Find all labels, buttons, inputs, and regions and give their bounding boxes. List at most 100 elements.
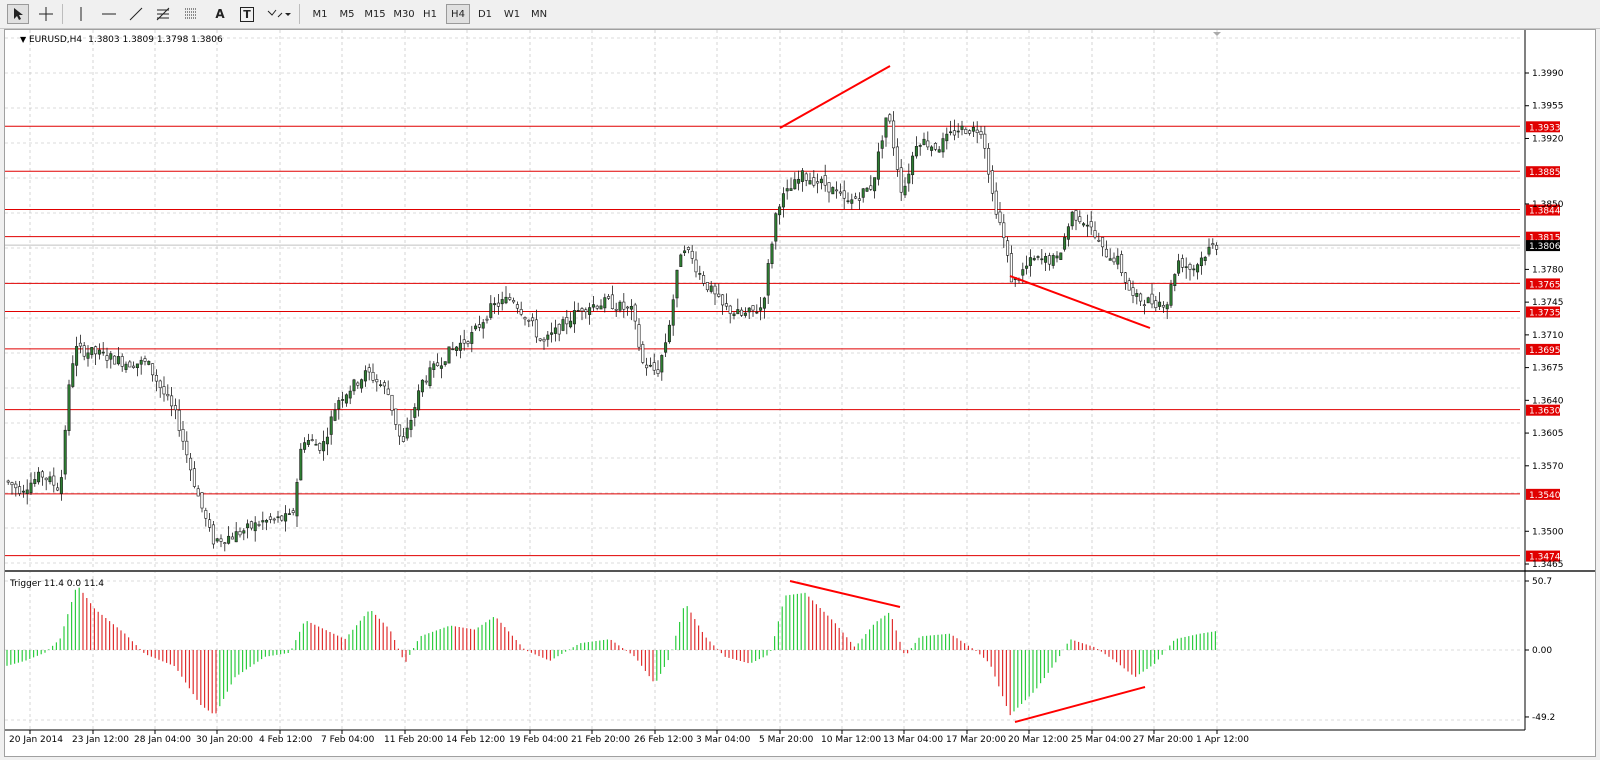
time-tick-label: 30 Jan 20:00 — [196, 735, 253, 745]
timeframe-button-h1[interactable]: H1 — [423, 8, 437, 20]
candle — [227, 526, 231, 545]
time-tick-label: 27 Mar 20:00 — [1133, 735, 1193, 745]
sr-level-tag — [1526, 488, 1560, 500]
candle — [907, 163, 911, 192]
candle — [246, 519, 250, 539]
candle — [869, 175, 873, 191]
candle — [553, 319, 557, 342]
sr-level-label: 1.3885 — [1529, 168, 1561, 178]
candle — [789, 177, 793, 191]
candle — [694, 251, 698, 278]
vertical-line-button[interactable] — [70, 4, 92, 24]
candle — [854, 192, 858, 200]
candle — [135, 363, 139, 377]
candle — [177, 399, 181, 437]
candle — [363, 365, 367, 387]
candle — [1070, 210, 1074, 230]
candle — [29, 472, 33, 495]
crosshair-tool-button[interactable] — [35, 4, 57, 24]
candle — [424, 375, 428, 385]
candle — [975, 121, 979, 144]
symbol-label: EURUSD,H4 1.3803 1.3809 1.3798 1.3806 — [29, 35, 223, 45]
chart-window[interactable]: 1.3933 1.3885 1.3844 1.3815 1.3765 1.3735 1.36… — [4, 29, 1596, 757]
candle — [1203, 255, 1207, 266]
arrows-dropdown-button[interactable] — [264, 4, 294, 24]
divergence-trendline[interactable] — [789, 580, 901, 608]
timeframe-button-m15[interactable]: M15 — [364, 8, 386, 20]
candle — [865, 186, 869, 193]
timeframe-button-mn[interactable]: MN — [530, 8, 548, 20]
candle — [964, 127, 968, 135]
candle — [664, 333, 668, 357]
candle — [204, 507, 208, 527]
timeframe-button-h4[interactable]: H4 — [446, 4, 470, 24]
fibonacci-fan-button[interactable] — [181, 4, 203, 24]
candle — [542, 337, 546, 350]
current-price-label: 1.3806 — [1529, 242, 1561, 252]
candle — [379, 379, 383, 388]
candle — [1108, 248, 1112, 261]
candle — [360, 378, 364, 393]
candle — [671, 294, 675, 336]
candle — [200, 492, 204, 513]
horizontal-line-icon — [102, 13, 116, 15]
timeframe-button-m5[interactable]: M5 — [339, 8, 355, 20]
candle — [1028, 249, 1032, 277]
candle — [903, 177, 907, 199]
candle — [690, 245, 694, 264]
candle — [595, 304, 599, 311]
timeframe-button-d1[interactable]: D1 — [477, 8, 493, 20]
candle — [645, 357, 649, 376]
timeframe-button-m30[interactable]: M30 — [393, 8, 415, 20]
candle — [941, 132, 945, 158]
candle — [116, 346, 120, 366]
divergence-trendline[interactable] — [779, 65, 891, 129]
candle — [994, 182, 998, 219]
candle — [793, 172, 797, 190]
candle — [1165, 301, 1169, 320]
candle — [724, 293, 728, 311]
candle — [679, 253, 683, 267]
candle — [318, 442, 322, 454]
candle — [778, 203, 782, 225]
shift-marker-icon[interactable] — [1213, 32, 1221, 36]
candle — [439, 357, 443, 379]
candle — [367, 363, 371, 381]
candle — [812, 170, 816, 188]
collapse-arrow-icon[interactable]: ▼ — [20, 35, 27, 44]
candle — [876, 142, 880, 186]
candle — [933, 142, 937, 152]
candle — [557, 323, 561, 342]
sr-level-label: 1.3815 — [1529, 234, 1561, 244]
candle — [52, 467, 56, 493]
divergence-trendline[interactable] — [1014, 686, 1146, 723]
candle — [1127, 277, 1131, 291]
trendline-button[interactable] — [125, 4, 147, 24]
candle — [599, 299, 603, 310]
candle — [291, 507, 295, 516]
candle — [629, 299, 633, 321]
candles — [6, 111, 1219, 552]
candle — [249, 520, 253, 531]
text-tool-button[interactable]: A — [209, 4, 231, 24]
candle — [470, 325, 474, 353]
candle — [280, 514, 284, 522]
cursor-tool-button[interactable] — [7, 4, 29, 24]
candle — [800, 168, 804, 192]
candle — [333, 403, 337, 422]
timeframe-button-w1[interactable]: W1 — [503, 8, 521, 20]
candle — [561, 316, 565, 332]
candle — [732, 311, 736, 320]
label-tool-button[interactable]: T — [236, 4, 258, 24]
timeframe-button-m1[interactable]: M1 — [312, 8, 328, 20]
candle — [436, 353, 440, 367]
price-tick-label: 1.3570 — [1532, 462, 1564, 472]
horizontal-line-button[interactable] — [98, 4, 120, 24]
chart-canvas[interactable]: 1.3933 1.3885 1.3844 1.3815 1.3765 1.3735 1.36… — [5, 30, 1595, 756]
divergence-trendline[interactable] — [1009, 275, 1151, 329]
candle — [371, 363, 375, 384]
sr-level-label: 1.3933 — [1529, 123, 1561, 133]
fibonacci-button[interactable] — [153, 4, 175, 24]
price-tick-label: 1.3990 — [1532, 69, 1564, 79]
time-tick-label: 19 Feb 04:00 — [509, 735, 568, 745]
